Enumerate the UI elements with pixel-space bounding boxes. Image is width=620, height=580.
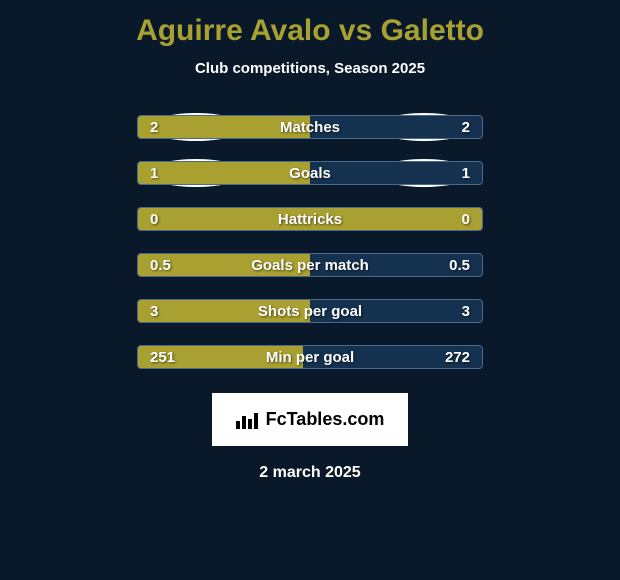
stat-value-left: 1 xyxy=(150,162,158,184)
stat-value-left: 3 xyxy=(150,300,158,322)
stat-row: 3 3 Shots per goal xyxy=(137,299,483,323)
stat-bar: 251 272 Min per goal xyxy=(137,345,483,369)
brand-chart-icon xyxy=(236,411,258,429)
stat-fill-left xyxy=(138,162,310,184)
stat-bar: 0.5 0.5 Goals per match xyxy=(137,253,483,277)
page-title: Aguirre Avalo vs Galetto xyxy=(136,14,484,48)
brand-label: FcTables.com xyxy=(266,409,385,430)
stat-label: Hattricks xyxy=(278,208,342,230)
stat-row: 2 2 Matches xyxy=(137,115,483,139)
page-subtitle: Club competitions, Season 2025 xyxy=(195,60,425,77)
stat-row: 0.5 0.5 Goals per match xyxy=(137,253,483,277)
stat-label: Min per goal xyxy=(266,346,354,368)
stat-row: 251 272 Min per goal xyxy=(137,345,483,369)
stat-value-right: 2 xyxy=(462,116,470,138)
stat-row: 0 0 Hattricks xyxy=(137,207,483,231)
stat-bar: 0 0 Hattricks xyxy=(137,207,483,231)
stat-label: Goals xyxy=(289,162,331,184)
stat-value-left: 0 xyxy=(150,208,158,230)
stat-value-right: 1 xyxy=(462,162,470,184)
date-label: 2 march 2025 xyxy=(259,464,360,482)
stat-value-right: 3 xyxy=(462,300,470,322)
stat-value-left: 251 xyxy=(150,346,175,368)
stat-bar: 3 3 Shots per goal xyxy=(137,299,483,323)
stat-value-right: 272 xyxy=(445,346,470,368)
stat-value-left: 2 xyxy=(150,116,158,138)
stat-value-right: 0.5 xyxy=(449,254,470,276)
stat-label: Matches xyxy=(280,116,340,138)
stat-value-left: 0.5 xyxy=(150,254,171,276)
stat-row: 1 1 Goals xyxy=(137,161,483,185)
stats-list: 2 2 Matches 1 1 Goals 0 0 Hattricks 0.5 0.5 Goals p… xyxy=(137,115,483,391)
comparison-card: Aguirre Avalo vs Galetto Club competitio… xyxy=(0,0,620,492)
stat-label: Goals per match xyxy=(251,254,369,276)
stat-value-right: 0 xyxy=(462,208,470,230)
stat-label: Shots per goal xyxy=(258,300,362,322)
stat-bar: 1 1 Goals xyxy=(137,161,483,185)
stat-fill-right xyxy=(310,162,482,184)
stat-bar: 2 2 Matches xyxy=(137,115,483,139)
brand-badge: FcTables.com xyxy=(212,393,409,446)
